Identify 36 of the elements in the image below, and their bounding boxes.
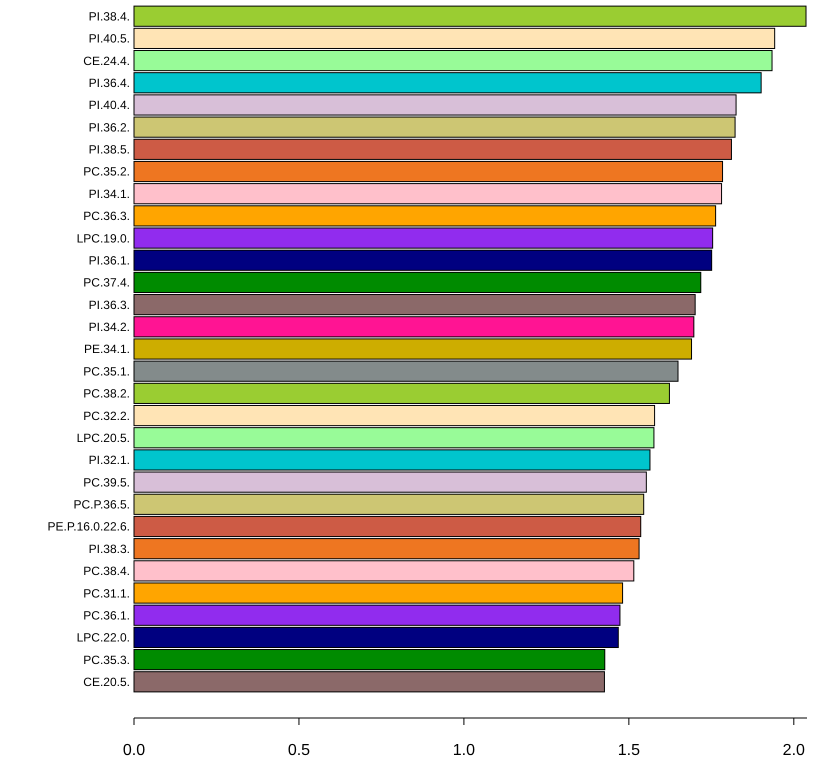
y-tick-label: PC.P.36.5. (74, 498, 130, 512)
y-tick-label: PC.35.3. (83, 652, 130, 667)
x-tick-label: 0.5 (288, 742, 310, 759)
y-tick-label: PI.38.5. (88, 142, 130, 157)
y-tick-label: PI.38.4. (88, 9, 130, 24)
x-tick-label: 0.0 (122, 742, 146, 759)
x-tick-label: 1.0 (452, 742, 476, 759)
y-tick-label: PC.35.2. (83, 164, 130, 179)
y-tick-label: PC.38.4. (83, 564, 130, 578)
y-tick-label: LPC.19.0. (76, 231, 130, 246)
y-tick-label: PC.38.2. (83, 386, 130, 401)
x-tick-label: 1.5 (618, 742, 640, 759)
y-tick-label: PC.35.1. (83, 364, 130, 378)
y-tick-label: PE.34.1. (84, 342, 130, 356)
y-tick-label: PI.34.1. (88, 186, 130, 201)
y-tick-label: PI.36.2. (88, 120, 130, 134)
y-tick-label: LPC.20.5. (76, 430, 130, 445)
y-tick-label: PI.36.3. (88, 298, 130, 312)
y-tick-label: PI.36.1. (88, 253, 130, 268)
y-tick-label: PC.39.5. (83, 475, 130, 490)
y-tick-label: PI.40.5. (88, 32, 130, 46)
y-tick-label: PC.36.3. (83, 209, 130, 224)
y-tick-label: PC.32.2. (83, 408, 130, 423)
y-tick-label: PI.34.2. (88, 320, 130, 334)
y-tick-label: PC.37.4. (83, 276, 130, 290)
y-tick-label: CE.24.4. (83, 54, 130, 68)
y-tick-label: LPC.22.0. (76, 630, 130, 645)
x-tick-label: 2.0 (782, 742, 806, 759)
y-tick-label: PI.40.4. (88, 98, 130, 112)
y-tick-label: CE.20.5. (83, 674, 130, 689)
y-tick-label: PC.31.1. (83, 586, 130, 600)
y-tick-label: PC.36.1. (83, 608, 130, 622)
y-tick-label: PI.38.3. (88, 542, 130, 556)
y-tick-label: PI.36.4. (88, 76, 130, 90)
y-tick-label: PI.32.1. (88, 453, 130, 468)
y-tick-label: PE.P.16.0.22.6. (47, 520, 130, 534)
